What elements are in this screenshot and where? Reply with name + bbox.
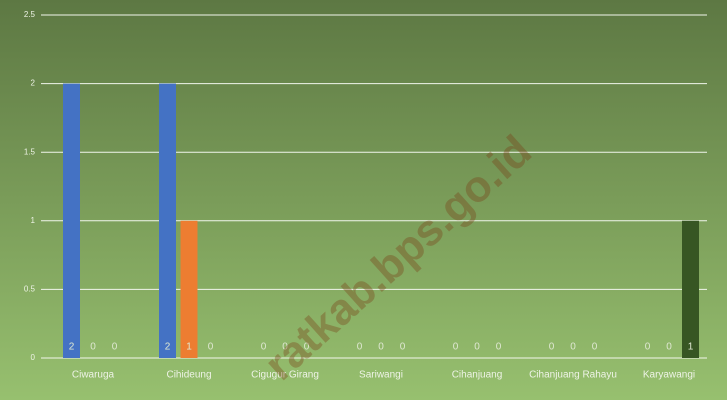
data-label: 0 (666, 342, 672, 353)
data-label: 0 (90, 342, 96, 353)
plot: 0 0.5 1 1.5 2 2.5 Ciwaruga 2 0 0 Cihideung 2 1 0 Cigug… (24, 10, 707, 381)
y-tick-label: 2 (31, 79, 36, 88)
x-tick-label: Ciwaruga (72, 370, 115, 381)
x-tick-label: Sariwangi (359, 370, 403, 381)
data-label: 0 (474, 342, 480, 353)
data-label: 0 (453, 342, 459, 353)
data-label: 2 (69, 342, 75, 353)
data-label: 0 (592, 342, 598, 353)
data-label: 0 (261, 342, 267, 353)
data-label: 0 (112, 342, 118, 353)
bar (159, 83, 176, 358)
data-label: 0 (378, 342, 384, 353)
x-tick-label: Cihanjuang (452, 370, 503, 381)
data-label: 0 (549, 342, 555, 353)
data-label: 0 (496, 342, 502, 353)
x-tick-label: Karyawangi (643, 370, 695, 381)
data-label: 1 (186, 342, 192, 353)
bar (180, 220, 198, 358)
x-tick-label: Cigugur Girang (251, 370, 319, 381)
y-tick-label: 1.5 (24, 147, 36, 156)
data-label: 0 (304, 342, 310, 353)
data-label: 1 (688, 342, 694, 353)
data-label: 0 (400, 342, 406, 353)
x-tick-label: Cihideung (166, 370, 211, 381)
data-label: 0 (570, 342, 576, 353)
y-tick-label: 1 (31, 216, 36, 225)
y-tick-label: 0.5 (24, 285, 36, 294)
data-label: 0 (357, 342, 363, 353)
data-label: 0 (645, 342, 651, 353)
y-tick-label: 0 (31, 353, 36, 362)
x-tick-label: Cihanjuang Rahayu (529, 370, 617, 381)
y-tick-label: 2.5 (24, 10, 36, 19)
data-label: 0 (282, 342, 288, 353)
data-label: 2 (165, 342, 171, 353)
data-label: 0 (208, 342, 214, 353)
bar (682, 220, 699, 358)
bar (63, 83, 80, 358)
